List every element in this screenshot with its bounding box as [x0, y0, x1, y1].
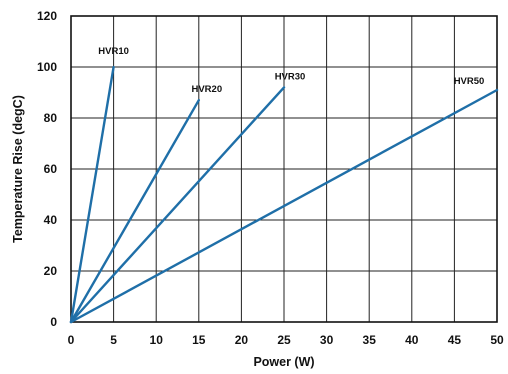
series-line-hvr10: [69, 65, 115, 324]
y-tick-label: 120: [37, 9, 57, 23]
y-axis-title: Temperature Rise (degC): [11, 95, 25, 243]
x-axis-title: Power (W): [253, 355, 314, 369]
series-labels: HVR10 HVR20 HVR30 HVR50: [98, 46, 484, 95]
y-tick-labels: 0 20 40 60 80 100 120: [37, 9, 57, 329]
series-line-hvr50: [69, 88, 499, 324]
series-label-hvr10: HVR10: [98, 46, 129, 57]
y-tick-label: 20: [44, 264, 58, 278]
y-tick-label: 80: [44, 111, 58, 125]
y-tick-label: 0: [50, 315, 57, 329]
x-tick-label: 0: [68, 333, 75, 347]
x-tick-label: 35: [363, 333, 377, 347]
series-label-hvr30: HVR30: [275, 71, 306, 82]
x-tick-label: 40: [405, 333, 419, 347]
series-line-hvr20: [69, 98, 201, 324]
y-tick-label: 100: [37, 60, 57, 74]
x-tick-label: 5: [110, 333, 117, 347]
series-label-hvr20: HVR20: [191, 84, 222, 95]
x-tick-label: 50: [490, 333, 504, 347]
x-tick-label: 45: [448, 333, 462, 347]
grid-lines: [71, 16, 497, 322]
x-tick-label: 20: [235, 333, 249, 347]
x-tick-label: 15: [192, 333, 206, 347]
series-label-hvr50: HVR50: [454, 76, 485, 87]
x-tick-labels: 0 5 10 15 20 25 30 35 40 45 50: [68, 333, 504, 347]
y-tick-label: 40: [44, 213, 58, 227]
y-tick-label: 60: [44, 162, 58, 176]
series-line-hvr30: [69, 86, 286, 324]
x-tick-label: 30: [320, 333, 334, 347]
plot-frame: [70, 15, 498, 323]
x-tick-label: 10: [150, 333, 164, 347]
series-lines: [69, 65, 499, 324]
x-tick-label: 25: [277, 333, 291, 347]
